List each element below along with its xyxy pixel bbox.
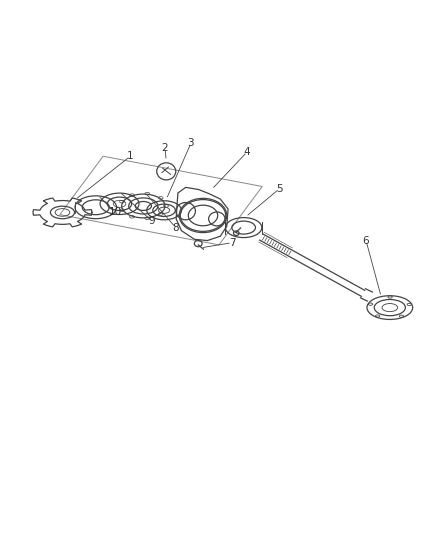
Text: 10: 10	[109, 207, 122, 217]
Text: 7: 7	[229, 238, 235, 248]
Text: 2: 2	[162, 143, 168, 152]
Text: 5: 5	[276, 184, 283, 193]
Text: 4: 4	[244, 147, 251, 157]
Text: 1: 1	[127, 151, 134, 161]
Text: 3: 3	[187, 138, 194, 148]
Text: 9: 9	[148, 216, 155, 226]
Text: 8: 8	[173, 223, 179, 232]
Text: 6: 6	[363, 236, 369, 246]
